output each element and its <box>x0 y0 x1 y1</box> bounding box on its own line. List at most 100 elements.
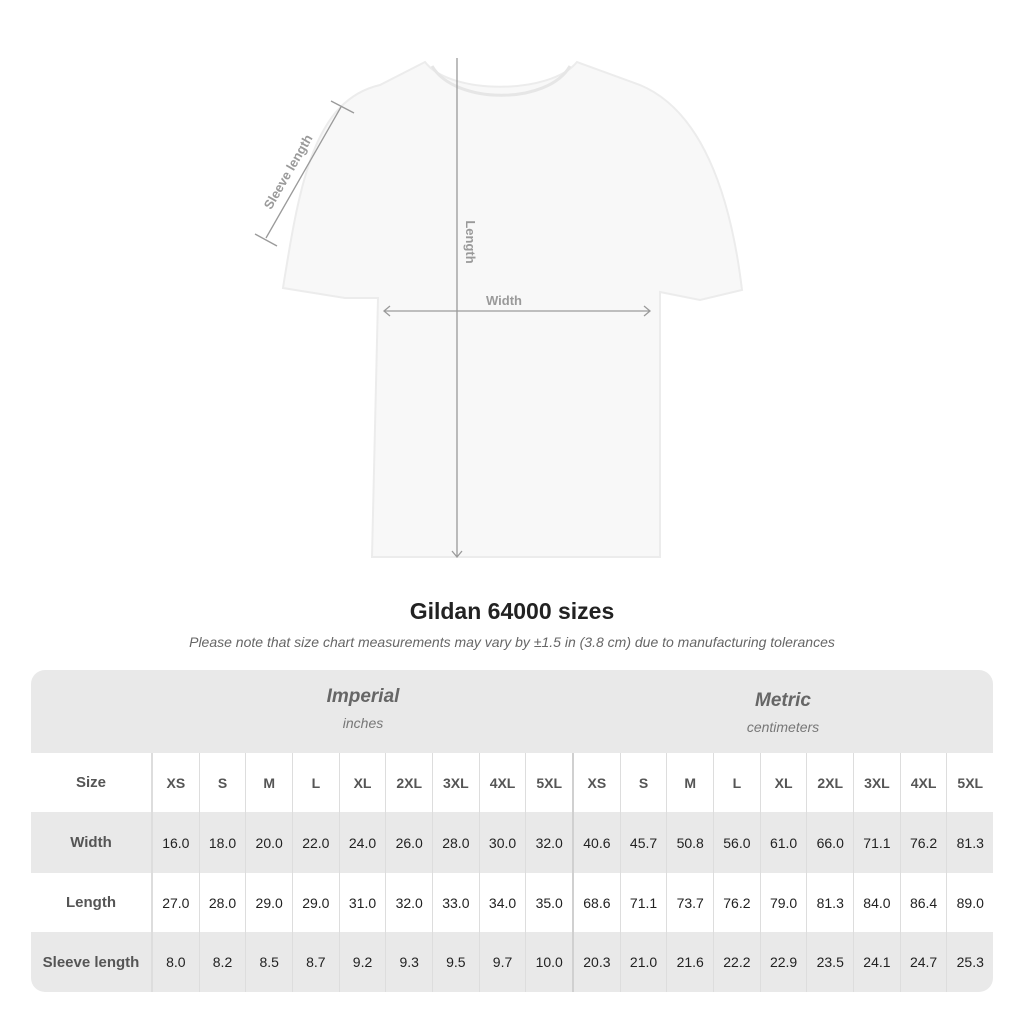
table-cell: 81.3 <box>807 873 855 932</box>
table-cell: 84.0 <box>854 873 901 932</box>
table-cell: 28.0 <box>200 873 247 932</box>
size-header-cell: L <box>293 753 340 812</box>
length-arrow-icon <box>451 550 463 559</box>
width-left-arrow-icon <box>382 305 391 317</box>
table-cell: 27.0 <box>153 873 200 932</box>
size-header-cell: S <box>200 753 247 812</box>
table-cell: 45.7 <box>621 812 668 873</box>
row-label: Sleeve length <box>31 932 153 992</box>
size-header-cell: 5XL <box>957 774 984 791</box>
table-cell: 10.0 <box>526 932 575 992</box>
size-header-cell: XS <box>574 753 621 812</box>
size-header-cell: XL <box>340 753 387 812</box>
table-cell: 22.0 <box>293 812 340 873</box>
table-cell: 21.6 <box>667 932 715 992</box>
table-cell: 18.0 <box>200 812 247 873</box>
sleeve-tick <box>254 233 278 247</box>
size-header-row: Size XS S M L XL 2XL 3XL 4XL 5XL XS S M L XL 2XL 3XL 4XL 5… <box>31 753 993 812</box>
table-cell: 86.4 <box>901 873 948 932</box>
table-cell: 16.0 <box>153 812 200 873</box>
size-header-cell: 2XL <box>807 753 855 812</box>
table-cell: 81.3 <box>956 834 984 851</box>
table-cell: 9.2 <box>340 932 387 992</box>
table-cell: 40.6 <box>574 812 621 873</box>
width-label: Width <box>486 293 522 308</box>
table-cell: 34.0 <box>480 873 527 932</box>
row-label: Length <box>31 873 153 932</box>
metric-unit: centimeters <box>746 719 820 735</box>
tshirt-diagram: Sleeve length Length Width <box>254 58 744 559</box>
table-cell: 26.0 <box>386 812 434 873</box>
table-cell: 35.0 <box>526 873 575 932</box>
table-cell: 33.0 <box>433 873 480 932</box>
table-cell: 8.5 <box>246 932 294 992</box>
table-row: Width 16.0 18.0 20.0 22.0 24.0 26.0 28.0 30.0 32.… <box>31 812 993 873</box>
table-cell: 71.1 <box>621 873 668 932</box>
table-cell: 61.0 <box>761 812 808 873</box>
table-cell: 89.0 <box>956 894 984 911</box>
size-header-cell: 3XL <box>854 753 901 812</box>
table-cell: 50.8 <box>667 812 715 873</box>
metric-group: Metric centimeters <box>573 690 993 735</box>
table-cell: 76.2 <box>714 873 761 932</box>
size-header-cell: 4XL <box>901 753 948 812</box>
size-header-cell: L <box>714 753 761 812</box>
row-label: Size <box>31 753 153 812</box>
table-cell: 66.0 <box>807 812 855 873</box>
table-cell: 79.0 <box>761 873 808 932</box>
sleeve-line <box>265 106 342 239</box>
table-cell: 73.7 <box>667 873 715 932</box>
table-cell: 22.9 <box>761 932 808 992</box>
table-cell: 68.6 <box>574 873 621 932</box>
table-cell: 24.1 <box>854 932 901 992</box>
table-cell: 32.0 <box>526 812 575 873</box>
table-cell: 29.0 <box>293 873 340 932</box>
table-cell: 20.3 <box>574 932 621 992</box>
size-header-cell: 4XL <box>480 753 527 812</box>
width-right-arrow-icon <box>643 305 652 317</box>
table-cell: 30.0 <box>480 812 527 873</box>
table-cell: 9.3 <box>386 932 434 992</box>
neckline <box>430 65 572 97</box>
size-header-cell: 2XL <box>386 753 434 812</box>
table-cell: 56.0 <box>714 812 761 873</box>
table-cell: 21.0 <box>621 932 668 992</box>
row-label: Width <box>31 812 153 873</box>
sleeve-tick <box>330 100 355 114</box>
size-header-cell: M <box>246 753 294 812</box>
imperial-label: Imperial <box>326 686 400 707</box>
size-header-cell: XL <box>761 753 808 812</box>
table-cell: 28.0 <box>433 812 480 873</box>
imperial-unit: inches <box>342 715 384 731</box>
imperial-group: Imperial inches <box>153 686 573 731</box>
table-cell: 22.2 <box>714 932 761 992</box>
size-header-cell: 5XL <box>526 753 575 812</box>
tshirt-image <box>281 60 744 558</box>
table-cell: 31.0 <box>340 873 387 932</box>
table-header: Imperial inches Metric centimeters <box>31 670 993 753</box>
table-cell: 24.7 <box>901 932 948 992</box>
table-cell: 9.5 <box>433 932 480 992</box>
table-cell: 32.0 <box>386 873 434 932</box>
table-cell: 29.0 <box>246 873 294 932</box>
page-title: Gildan 64000 sizes <box>409 598 615 624</box>
table-row: Sleeve length 8.0 8.2 8.5 8.7 9.2 9.3 9.5 9.7 10.… <box>31 932 993 992</box>
table-row: Length 27.0 28.0 29.0 29.0 31.0 32.0 33.0 34.0 35… <box>31 873 993 932</box>
table-cell: 23.5 <box>807 932 855 992</box>
size-header-cell: 3XL <box>433 753 480 812</box>
size-header-cell: S <box>621 753 668 812</box>
tolerance-note: Please note that size chart measurements… <box>189 634 835 650</box>
table-cell: 25.3 <box>956 954 984 970</box>
table-cell: 76.2 <box>901 812 948 873</box>
table-cell: 9.7 <box>480 932 527 992</box>
table-cell: 8.2 <box>200 932 247 992</box>
metric-label: Metric <box>755 690 811 711</box>
table-cell: 8.7 <box>293 932 340 992</box>
size-header-cell: XS <box>153 753 200 812</box>
length-label: Length <box>463 220 478 263</box>
table-cell: 24.0 <box>340 812 387 873</box>
size-table: Imperial inches Metric centimeters Size X… <box>31 670 993 992</box>
table-cell: 20.0 <box>246 812 294 873</box>
size-header-cell: M <box>667 753 715 812</box>
table-cell: 8.0 <box>153 932 200 992</box>
